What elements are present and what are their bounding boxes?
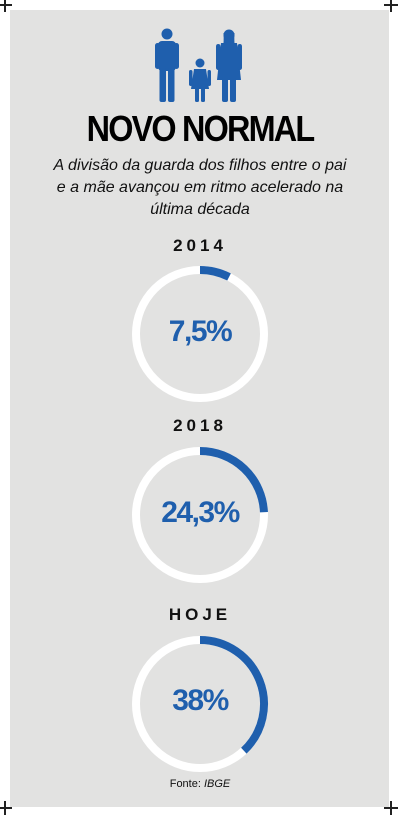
donut-slice: [199, 636, 268, 754]
data-label: 38%: [172, 684, 229, 717]
crop-mark-top-left: [0, 0, 12, 12]
donut-chart: [132, 266, 268, 402]
donut-chart: [132, 447, 268, 583]
father-icon: [155, 28, 179, 102]
crop-mark-bottom-left: [0, 801, 12, 815]
data-label: 24,3%: [161, 496, 240, 529]
page-title: NOVO NORMAL: [86, 108, 316, 149]
crop-mark-top-right: [384, 0, 398, 12]
crop-mark-bottom-right: [384, 801, 398, 815]
child-icon: [189, 58, 211, 102]
donut-slice: [199, 266, 231, 281]
year-label: 2014: [173, 236, 227, 255]
source-note: Fonte: IBGE: [0, 778, 400, 790]
donut-slice: [199, 447, 268, 513]
infographic-panel: [10, 10, 389, 807]
mother-icon: [216, 29, 242, 102]
page-subtitle: A divisão da guarda dos filhos entre o p…: [53, 157, 347, 218]
family-illustration: [155, 28, 242, 102]
year-label: HOJE: [168, 605, 232, 624]
donut-chart: [132, 636, 268, 772]
source-name: IBGE: [203, 778, 231, 790]
data-label: 7,5%: [168, 315, 233, 348]
year-label: 2018: [173, 416, 227, 435]
source-prefix: Fonte:: [169, 778, 204, 790]
